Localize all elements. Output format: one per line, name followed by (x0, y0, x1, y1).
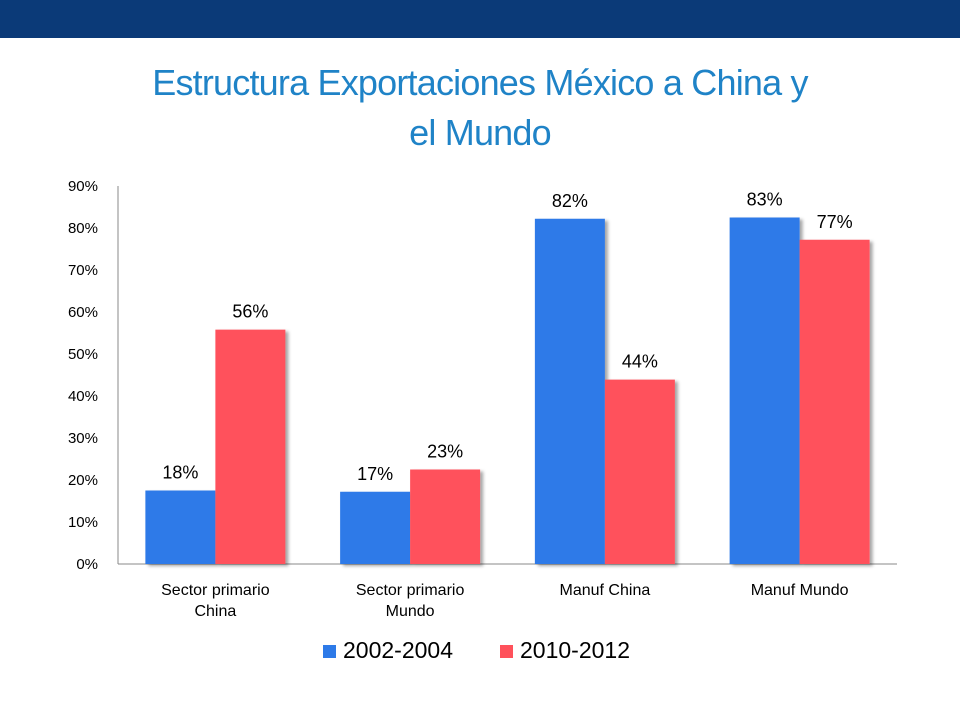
x-category-label: Mundo (386, 603, 435, 620)
x-category-label: Sector primario (356, 582, 465, 599)
legend-swatch-0 (323, 645, 336, 658)
bar-2002-2004-1 (340, 491, 411, 564)
bar-2002-2004-3 (729, 217, 800, 564)
y-tick-label: 20% (68, 472, 98, 489)
bar-2010-2012-1 (410, 469, 481, 564)
y-tick-label: 80% (68, 220, 98, 237)
x-category-label: China (194, 603, 236, 620)
data-label: 17% (357, 464, 393, 484)
data-label: 18% (162, 463, 198, 483)
title-line-1: Estructura Exportaciones México a China … (152, 62, 808, 103)
y-tick-label: 70% (68, 262, 98, 279)
data-label: 44% (622, 352, 658, 372)
legend-label: 2002-2004 (343, 637, 453, 663)
x-category-label: Sector primario (161, 582, 270, 599)
y-tick-label: 30% (68, 430, 98, 447)
y-tick-label: 40% (68, 388, 98, 405)
y-tick-label: 50% (68, 346, 98, 363)
data-label: 77% (817, 212, 853, 232)
y-tick-label: 90% (68, 178, 98, 195)
bar-2010-2012-2 (604, 379, 675, 564)
title-line-2: el Mundo (409, 112, 552, 153)
legend-label: 2010-2012 (520, 637, 630, 663)
data-label: 82% (552, 191, 588, 211)
bar-2002-2004-0 (145, 490, 216, 564)
y-tick-label: 0% (76, 556, 98, 573)
bar-2010-2012-3 (799, 239, 870, 564)
y-tick-label: 60% (68, 304, 98, 321)
data-label: 56% (232, 302, 268, 322)
data-label: 83% (747, 190, 783, 210)
data-label: 23% (427, 442, 463, 462)
bar-2010-2012-0 (215, 329, 286, 564)
top-bar (0, 0, 960, 38)
x-category-label: Manuf Mundo (751, 582, 849, 599)
y-tick-label: 10% (68, 514, 98, 531)
slide-title: Estructura Exportaciones México a China … (60, 58, 900, 158)
legend-swatch-1 (500, 645, 513, 658)
x-category-label: Manuf China (560, 582, 651, 599)
bar-2002-2004-2 (534, 218, 605, 564)
